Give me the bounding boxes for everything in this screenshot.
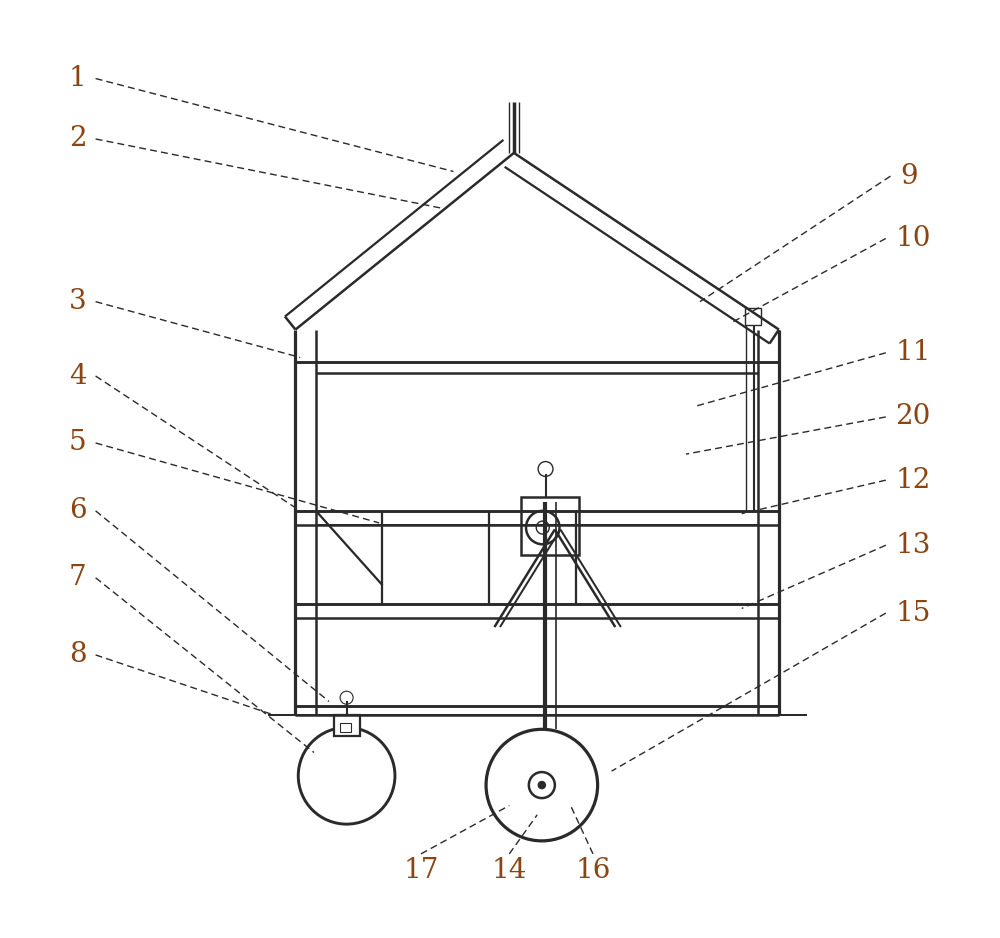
- Text: 5: 5: [69, 430, 86, 457]
- Bar: [521, 497, 579, 554]
- Text: 2: 2: [69, 126, 86, 153]
- Text: 15: 15: [895, 599, 930, 627]
- Text: 16: 16: [575, 857, 611, 885]
- Text: 7: 7: [69, 565, 86, 591]
- Text: 3: 3: [69, 288, 86, 315]
- Text: 20: 20: [895, 403, 930, 431]
- Text: 12: 12: [895, 467, 930, 493]
- Text: 9: 9: [900, 162, 917, 189]
- Text: 14: 14: [492, 857, 527, 885]
- Bar: [334, 716, 360, 735]
- Text: 4: 4: [69, 362, 86, 389]
- Bar: [745, 309, 761, 325]
- Text: 13: 13: [895, 532, 930, 559]
- Text: 8: 8: [69, 642, 86, 669]
- Text: 10: 10: [895, 225, 931, 252]
- Text: 11: 11: [895, 340, 931, 367]
- Text: 6: 6: [69, 497, 86, 524]
- Circle shape: [538, 781, 546, 789]
- Text: 17: 17: [403, 857, 439, 885]
- Text: 1: 1: [69, 65, 86, 92]
- Bar: [340, 723, 351, 732]
